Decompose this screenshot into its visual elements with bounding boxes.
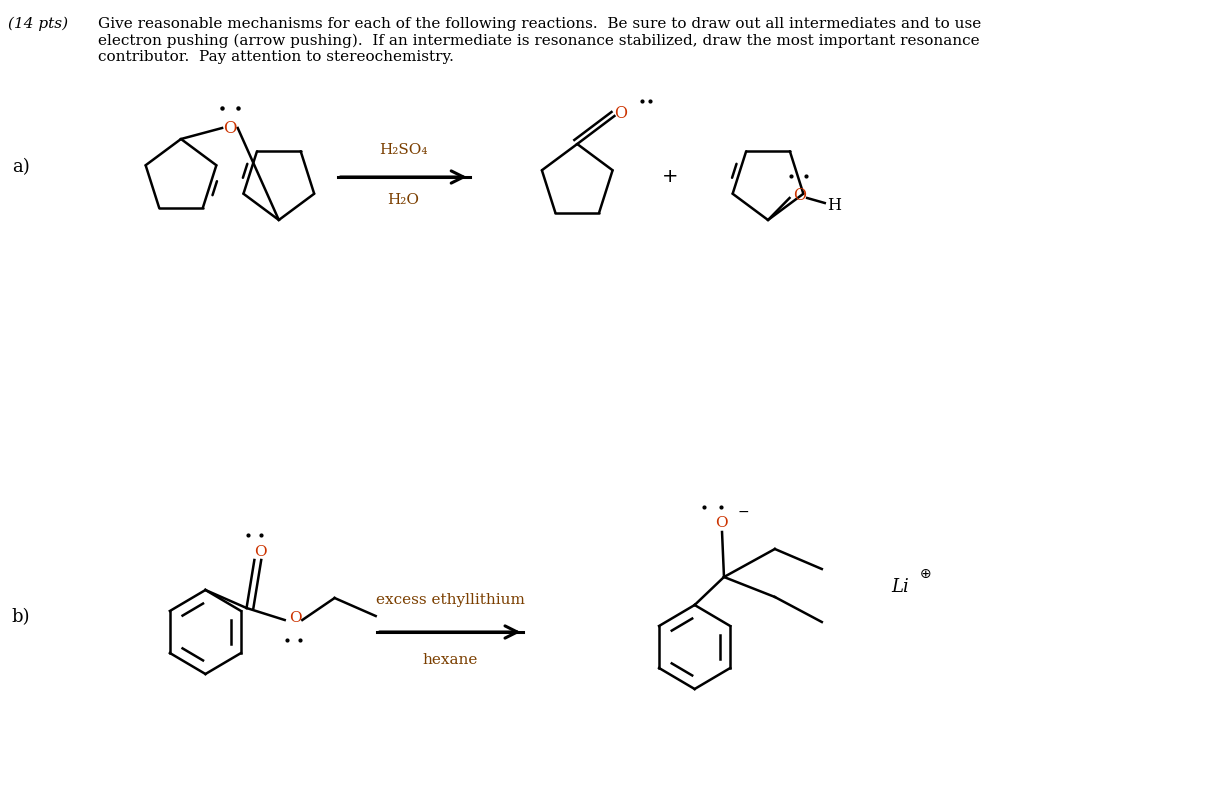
Text: H₂O: H₂O xyxy=(387,193,418,207)
Text: H₂SO₄: H₂SO₄ xyxy=(379,143,427,157)
Text: O: O xyxy=(254,545,267,559)
Text: excess ethyllithium: excess ethyllithium xyxy=(375,593,525,607)
Text: O: O xyxy=(715,516,727,530)
Text: O: O xyxy=(614,106,627,123)
Text: Li: Li xyxy=(891,578,909,596)
Text: O: O xyxy=(223,119,236,136)
Text: hexane: hexane xyxy=(422,653,478,667)
Text: H: H xyxy=(827,197,842,214)
Text: O: O xyxy=(289,611,302,625)
Text: O: O xyxy=(792,188,806,205)
Text: Give reasonable mechanisms for each of the following reactions.  Be sure to draw: Give reasonable mechanisms for each of t… xyxy=(98,17,982,64)
Text: (14 pts): (14 pts) xyxy=(7,17,68,31)
Text: +: + xyxy=(662,168,679,187)
Text: b): b) xyxy=(12,608,30,626)
Text: ⊕: ⊕ xyxy=(920,567,931,581)
Text: a): a) xyxy=(12,158,29,176)
Text: −: − xyxy=(738,505,749,519)
